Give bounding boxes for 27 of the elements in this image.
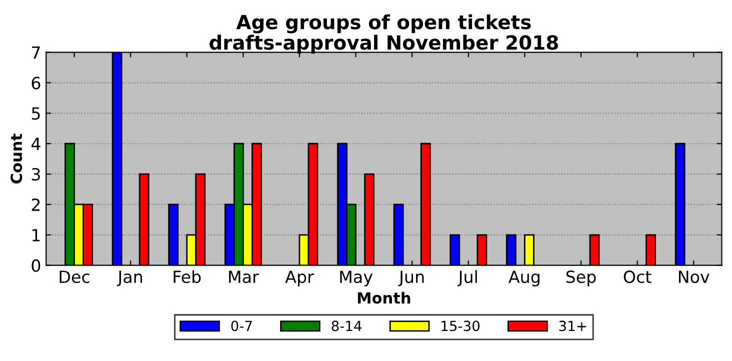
y-tick-label: 6: [32, 76, 40, 90]
x-tick-label: Sep: [566, 270, 596, 286]
x-tick-label: Mar: [229, 270, 259, 284]
x-tick-label: Feb: [174, 270, 201, 284]
x-tick-label: Dec: [60, 270, 90, 284]
x-tick-label: Apr: [285, 270, 314, 286]
x-tick-label: Jun: [398, 270, 424, 286]
x-tick-label: Jan: [116, 270, 142, 286]
x-tick-label: May: [340, 270, 373, 286]
y-tick-label: 5: [32, 107, 40, 120]
legend-label: 15-30: [442, 320, 480, 332]
x-tick-label: Aug: [508, 270, 540, 286]
y-tick-label: 0: [32, 259, 40, 272]
legend-label: 0-7: [231, 320, 252, 332]
y-tick-label: 1: [32, 229, 40, 242]
y-axis-title: Count: [10, 134, 22, 184]
chart-title: Age groups of open tickets drafts-approval November 2018: [210, 14, 558, 54]
legend-label: 8-14: [332, 320, 362, 332]
x-tick-label: Oct: [624, 270, 652, 284]
x-tick-label: Nov: [678, 270, 710, 284]
x-axis-title: Month: [358, 292, 410, 304]
legend-label: 31+: [559, 320, 586, 332]
y-tick-label: 3: [32, 168, 40, 181]
y-tick-label: 7: [32, 46, 40, 59]
y-tick-label: 2: [32, 198, 40, 211]
x-tick-label: Jul: [457, 270, 477, 286]
y-tick-label: 4: [31, 138, 40, 150]
